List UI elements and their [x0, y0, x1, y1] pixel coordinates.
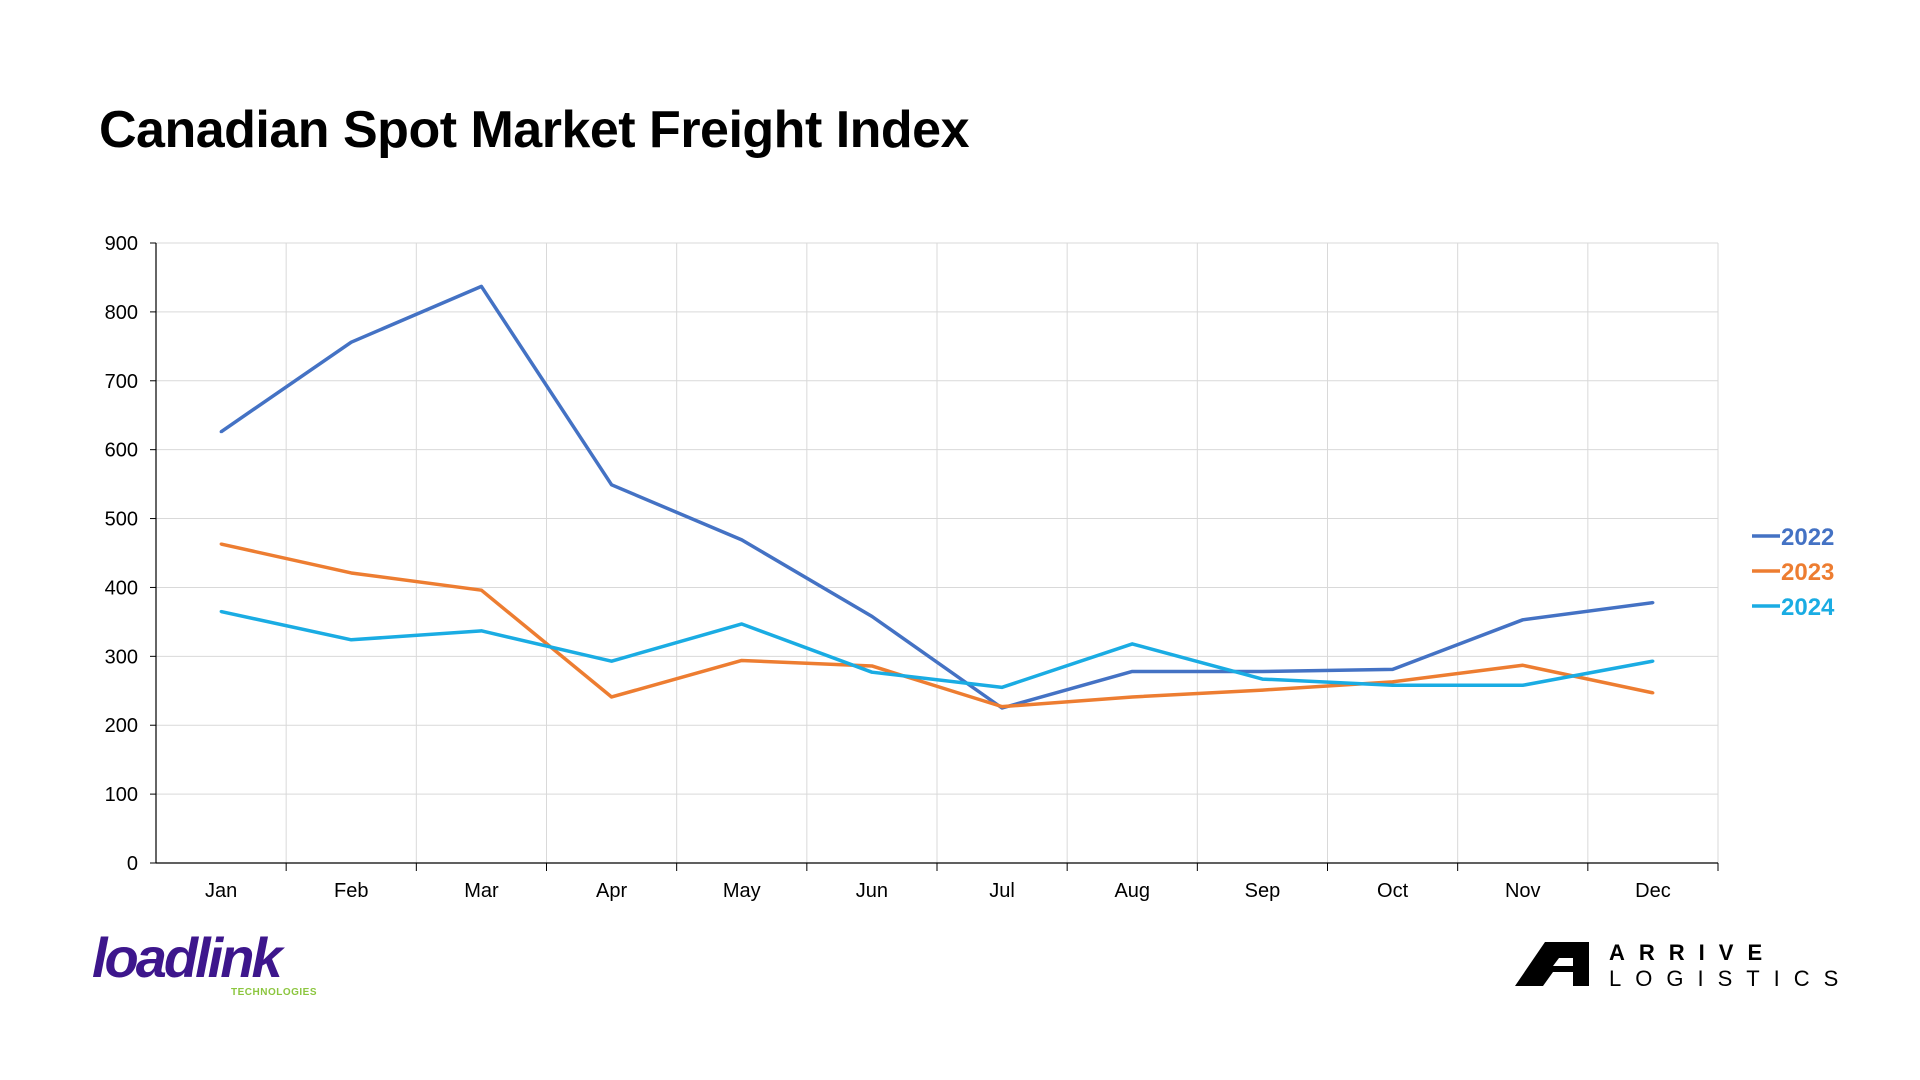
data-point-2023 — [610, 695, 614, 699]
x-tick-label: Sep — [1245, 880, 1281, 902]
x-tick-label: Jan — [205, 880, 237, 902]
x-tick-label: Jun — [856, 880, 888, 902]
x-tick-label: Feb — [334, 880, 368, 902]
data-point-2022 — [1260, 669, 1264, 673]
arrive-logo-line1: ARRIVE — [1609, 940, 1777, 965]
data-point-2022 — [870, 614, 874, 618]
data-point-2023 — [1000, 705, 1004, 709]
chart-title: Canadian Spot Market Freight Index — [99, 101, 970, 159]
data-point-2023 — [479, 588, 483, 592]
x-tick-label: Apr — [596, 880, 627, 902]
data-point-2023 — [349, 571, 353, 575]
legend-label-2023: 2023 — [1781, 559, 1834, 586]
loadlink-logo: loadlink TECHNOLOGIES — [92, 930, 342, 1000]
arrive-logo-mark-icon — [1515, 942, 1589, 986]
y-tick-label: 500 — [105, 509, 138, 531]
data-point-2022 — [1521, 618, 1525, 622]
series-line-2022 — [220, 284, 1654, 710]
x-tick-label: Dec — [1635, 880, 1671, 902]
data-point-2023 — [740, 658, 744, 662]
series-line-2024 — [220, 609, 1654, 690]
y-tick-label: 300 — [105, 646, 138, 668]
x-axis-ticks: Jan Feb Mar Apr May Jun Jul Aug Sep Oct Nov Dec — [205, 863, 1719, 902]
data-point-2022 — [349, 340, 353, 344]
y-tick-label: 600 — [105, 440, 138, 462]
x-tick-label: May — [723, 880, 761, 902]
data-point-2022 — [1651, 601, 1655, 605]
data-point-2023 — [1651, 691, 1655, 695]
data-point-2024 — [1000, 685, 1004, 689]
chart-series — [219, 284, 1655, 710]
y-tick-label: 200 — [105, 715, 138, 737]
x-tick-label: Mar — [464, 880, 499, 902]
data-point-2024 — [1391, 683, 1395, 687]
y-tick-label: 800 — [105, 302, 138, 324]
data-point-2023 — [1260, 688, 1264, 692]
y-tick-label: 700 — [105, 371, 138, 393]
legend-label-2022: 2022 — [1781, 524, 1834, 551]
data-point-2024 — [1521, 683, 1525, 687]
data-point-2022 — [479, 284, 483, 288]
data-point-2024 — [349, 638, 353, 642]
data-point-2023 — [1391, 680, 1395, 684]
data-point-2022 — [219, 430, 223, 434]
data-point-2023 — [219, 542, 223, 546]
y-tick-label: 900 — [105, 233, 138, 255]
arrive-logo-line2: LOGISTICS — [1609, 966, 1853, 991]
data-point-2024 — [479, 629, 483, 633]
x-tick-label: Jul — [989, 880, 1015, 902]
data-point-2024 — [1260, 677, 1264, 681]
chart-grid — [156, 242, 1719, 863]
y-tick-label: 100 — [105, 784, 138, 806]
data-point-2022 — [1130, 669, 1134, 673]
arrive-logistics-logo: ARRIVE LOGISTICS — [1515, 940, 1855, 1000]
data-point-2023 — [870, 664, 874, 668]
x-tick-label: Aug — [1114, 880, 1150, 902]
legend-label-2024: 2024 — [1781, 594, 1835, 621]
data-point-2022 — [740, 538, 744, 542]
loadlink-logo-text: loadlink — [92, 926, 283, 989]
y-axis-ticks: 0 100 200 300 400 500 600 700 800 900 — [105, 233, 156, 875]
series-line-2023 — [220, 542, 1654, 709]
y-tick-label: 0 — [127, 853, 138, 875]
data-point-2022 — [610, 483, 614, 487]
data-point-2022 — [1391, 667, 1395, 671]
chart-legend: 2022 2023 2024 — [1752, 524, 1835, 621]
data-point-2024 — [740, 622, 744, 626]
data-point-2024 — [870, 670, 874, 674]
data-point-2023 — [1521, 663, 1525, 667]
y-tick-label: 400 — [105, 577, 138, 599]
loadlink-logo-subtext: TECHNOLOGIES — [231, 987, 318, 998]
x-tick-label: Oct — [1377, 880, 1409, 902]
data-point-2024 — [1651, 659, 1655, 663]
x-tick-label: Nov — [1505, 880, 1541, 902]
data-point-2024 — [1130, 642, 1134, 646]
data-point-2023 — [1130, 695, 1134, 699]
data-point-2024 — [610, 659, 614, 663]
data-point-2024 — [219, 610, 223, 614]
